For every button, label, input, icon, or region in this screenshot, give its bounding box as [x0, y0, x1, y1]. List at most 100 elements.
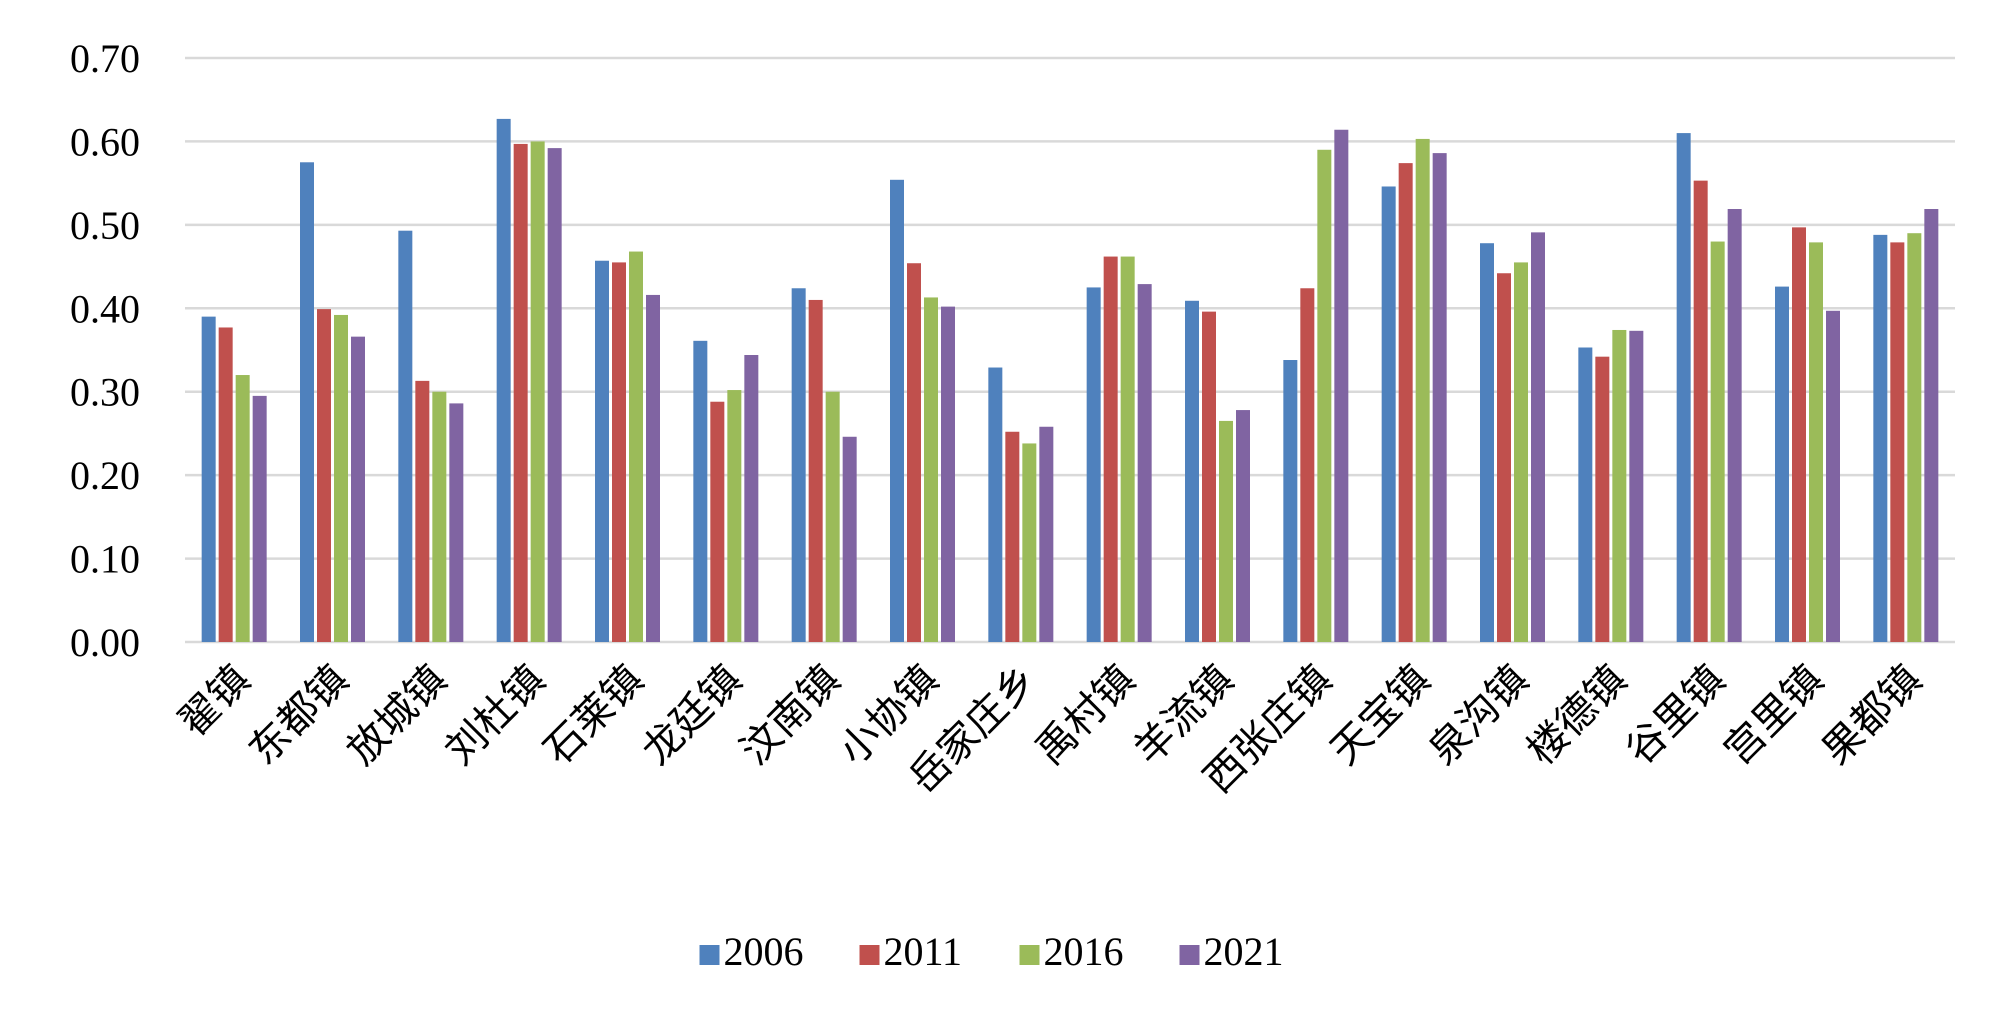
bar-2011	[1005, 431, 1020, 642]
bar-2011	[1103, 256, 1118, 642]
bar-2011	[808, 299, 823, 642]
bar-2021	[1334, 129, 1349, 643]
x-category-label: 刘杜镇	[437, 657, 554, 774]
bar-2021	[1236, 410, 1250, 642]
legend-swatch-2021	[1179, 945, 1200, 965]
x-category-label: 石莱镇	[535, 657, 652, 774]
bar-2021	[941, 306, 955, 642]
bar-2011	[513, 143, 528, 642]
y-tick-label: 0.20	[70, 453, 140, 498]
x-category-label: 禹村镇	[1027, 657, 1144, 774]
x-category-label: 龙廷镇	[634, 657, 751, 774]
bar-2016	[1415, 138, 1430, 642]
bar-2016	[629, 251, 643, 642]
bar-2006	[300, 162, 314, 643]
legend-swatch-2011	[859, 945, 880, 965]
bar-2006	[1775, 286, 1789, 642]
y-tick-label: 0.10	[70, 537, 140, 582]
x-category-label: 放城镇	[339, 657, 456, 774]
legend-swatch-2016	[1019, 945, 1040, 965]
x-category-label: 天宝镇	[1322, 657, 1439, 774]
bar-2006	[595, 260, 609, 642]
legend-label: 2006	[724, 929, 804, 974]
bar-2021	[252, 395, 267, 642]
bar-2016	[1317, 149, 1332, 642]
y-tick-label: 0.40	[70, 286, 140, 331]
bar-2006	[1086, 287, 1101, 642]
legend-label: 2011	[884, 929, 963, 974]
bar-2006	[1578, 347, 1593, 642]
bar-2016	[1219, 420, 1233, 642]
bar-2016	[334, 314, 348, 642]
bar-2021	[449, 403, 464, 642]
bar-2016	[1514, 262, 1528, 642]
bar-2011	[1497, 273, 1511, 642]
bar-2021	[1826, 310, 1840, 642]
y-tick-label: 0.60	[70, 119, 140, 164]
bar-2006	[1873, 234, 1888, 642]
bar-2016	[825, 391, 840, 642]
bar-2016	[1022, 443, 1037, 642]
y-axis-tick-labels: 0.00 0.10 0.20 0.30 0.40 0.50 0.60 0.70	[70, 36, 140, 665]
bar-2016	[1809, 242, 1823, 642]
bar-2006	[693, 340, 708, 642]
bar-2011	[710, 401, 725, 642]
bar-2011	[907, 263, 921, 642]
bar-2021	[1924, 209, 1939, 642]
bar-2021	[1727, 209, 1742, 642]
bar-2016	[1120, 256, 1135, 642]
bar-2016	[1907, 233, 1922, 642]
bar-2006	[791, 288, 806, 642]
x-category-label: 宫里镇	[1715, 657, 1832, 774]
bar-2006	[988, 367, 1003, 642]
bar-2011	[1693, 180, 1708, 642]
bar-2006	[1185, 300, 1199, 642]
bar-2011	[317, 309, 331, 642]
gridlines	[185, 56, 1955, 644]
legend-label: 2021	[1204, 929, 1284, 974]
bar-2016	[1612, 329, 1627, 642]
bar-2011	[1398, 163, 1413, 642]
bar-2016	[1710, 241, 1725, 643]
bar-2021	[1432, 153, 1447, 642]
bars	[201, 118, 1939, 643]
bar-2006	[890, 179, 904, 642]
bar-2006	[1381, 186, 1396, 643]
x-category-label: 汶南镇	[732, 657, 849, 774]
bar-2006	[1480, 243, 1494, 642]
bar-2021	[1137, 284, 1152, 642]
bar-2021	[547, 148, 562, 643]
bar-2006	[398, 230, 413, 642]
bar-2011	[218, 327, 233, 642]
bar-2021	[842, 436, 857, 642]
legend: 2006 2011 2016 2021	[699, 929, 1284, 974]
x-category-label: 翟镇	[170, 657, 259, 746]
bar-2016	[530, 141, 545, 642]
x-category-label: 东都镇	[240, 657, 357, 774]
y-tick-label: 0.00	[70, 620, 140, 665]
bar-2011	[1202, 311, 1216, 642]
x-category-label: 楼德镇	[1519, 657, 1636, 774]
bar-2016	[727, 390, 742, 642]
bar-2021	[351, 336, 365, 642]
bar-2021	[1531, 232, 1545, 642]
legend-label: 2016	[1044, 929, 1124, 974]
bar-2006	[1676, 133, 1691, 643]
bar-2011	[1792, 227, 1806, 643]
bar-2011	[415, 380, 430, 642]
bar-2021	[1629, 330, 1644, 642]
x-axis-category-labels: 翟镇东都镇放城镇刘杜镇石莱镇龙廷镇汶南镇小协镇岳家庄乡禹村镇羊流镇西张庄镇天宝镇…	[170, 657, 1931, 803]
y-tick-label: 0.30	[70, 370, 140, 415]
bar-2011	[1595, 356, 1610, 642]
bar-2006	[1283, 360, 1298, 642]
bar-2011	[612, 262, 626, 642]
bar-2016	[432, 391, 447, 642]
y-tick-label: 0.70	[70, 36, 140, 81]
x-category-label: 泉沟镇	[1420, 657, 1537, 774]
bar-2021	[744, 355, 759, 642]
bar-2016	[235, 375, 250, 642]
bar-2011	[1300, 288, 1315, 642]
legend-swatch-2006	[699, 945, 720, 965]
bar-2016	[924, 297, 938, 642]
